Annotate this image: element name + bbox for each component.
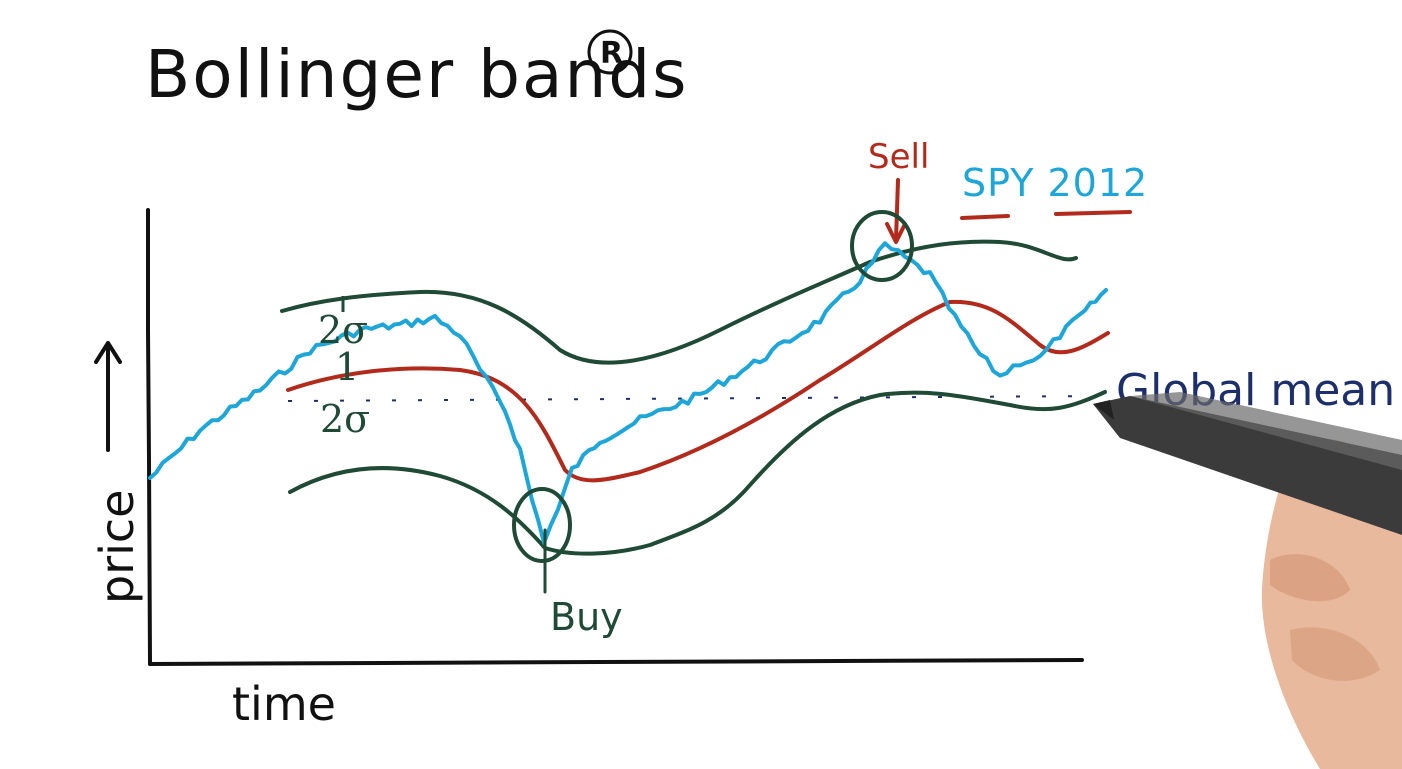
y-axis: [146, 208, 152, 666]
sell-label: Sell: [868, 137, 929, 177]
sell-arrow-head-icon: [885, 222, 907, 244]
pen-highlight: [1130, 392, 1402, 470]
hand-shadow: [1270, 554, 1350, 602]
circle-marker-icon: [512, 487, 572, 563]
series-underline-2: [1054, 210, 1132, 216]
diagram-title: Bollinger bands: [145, 36, 689, 113]
lower-band-line: [288, 390, 1107, 556]
x-axis-label: time: [232, 677, 336, 731]
upper-sigma-label: 2σ: [318, 308, 368, 352]
pen-body: [1093, 396, 1402, 535]
price-line: [148, 241, 1108, 545]
series-label-group: SPY 2012: [960, 161, 1148, 220]
upper-tick-label: 1: [335, 345, 359, 389]
registered-mark: R: [587, 29, 633, 75]
moving-average-line: [286, 299, 1110, 483]
y-axis-label: price: [90, 490, 144, 604]
axes: [146, 208, 1084, 666]
up-arrow-head-icon: [94, 341, 122, 364]
series-label: SPY 2012: [962, 161, 1148, 205]
upper-band-line: [280, 239, 1078, 365]
x-axis: [148, 658, 1084, 666]
lower-sigma-label: 2σ: [320, 397, 370, 441]
registered-mark-letter: R: [600, 36, 623, 71]
sell-arrow-icon: [894, 178, 900, 242]
buy-annotation: Buy: [512, 487, 623, 639]
series-underline-1: [960, 214, 1010, 220]
y-axis-label-group: price: [90, 341, 144, 604]
buy-label: Buy: [550, 595, 623, 639]
sell-annotation: Sell: [850, 137, 929, 282]
circle-marker-icon: [850, 210, 914, 282]
pen-icon: [1093, 392, 1402, 535]
pen-tip: [1093, 400, 1114, 420]
finger-shadow: [1290, 627, 1380, 681]
